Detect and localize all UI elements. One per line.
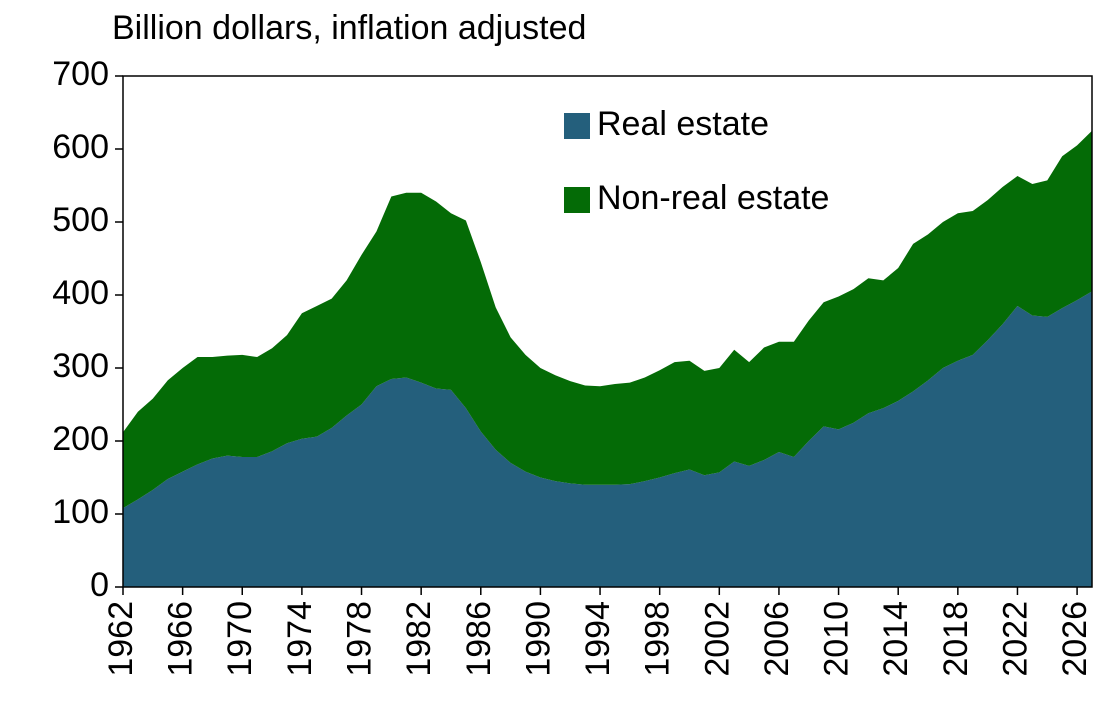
chart-title: Billion dollars, inflation adjusted: [112, 9, 586, 47]
y-tick-label: 300: [52, 347, 109, 385]
plot-frame: [122, 75, 1093, 588]
y-tick-label: 0: [90, 566, 109, 604]
x-tick-label: 2002: [698, 601, 736, 677]
x-tick-label: 2018: [937, 601, 975, 677]
legend-label: Non-real estate: [597, 179, 829, 217]
x-tick-label: 2022: [996, 601, 1034, 677]
x-tick-label: 1978: [341, 601, 379, 677]
x-tick-label: 1998: [639, 601, 677, 677]
x-tick-label: 1982: [400, 601, 438, 677]
x-tick-label: 2010: [818, 601, 856, 677]
x-tick-label: 2014: [877, 601, 915, 677]
y-tick-label: 700: [52, 55, 109, 93]
x-tick-label: 1970: [221, 601, 259, 677]
x-tick-label: 1994: [579, 601, 617, 677]
x-tick-label: 1990: [519, 601, 557, 677]
y-tick-label: 200: [52, 420, 109, 458]
x-tick-label: 1966: [162, 601, 200, 677]
area: [123, 291, 1092, 587]
legend-label: Real estate: [597, 105, 769, 143]
y-tick-label: 500: [52, 201, 109, 239]
x-tick-label: 2006: [758, 601, 796, 677]
y-tick-label: 400: [52, 274, 109, 312]
x-tick-label: 2026: [1056, 601, 1094, 677]
y-tick-label: 600: [52, 128, 109, 166]
legend-swatch: [564, 187, 590, 213]
x-tick-label: 1962: [102, 601, 140, 677]
area: [123, 130, 1092, 509]
x-tick-label: 1986: [460, 601, 498, 677]
legend-swatch: [564, 113, 590, 139]
y-tick-label: 100: [52, 493, 109, 531]
x-tick-label: 1974: [281, 601, 319, 677]
